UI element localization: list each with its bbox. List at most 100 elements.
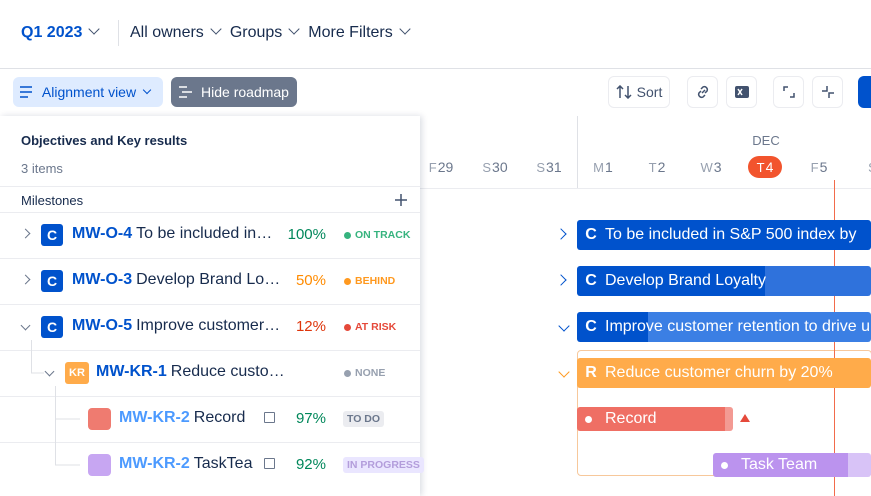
type-badge: C: [41, 316, 63, 338]
okr-title: TaskTea: [193, 455, 253, 472]
okr-title: Develop Brand Lo…: [136, 271, 281, 288]
sort-button[interactable]: Sort: [608, 76, 670, 108]
bar-badge: C: [585, 272, 597, 289]
weekday: S: [482, 160, 492, 175]
weekday: S: [536, 160, 546, 175]
label: Sort: [636, 84, 663, 100]
date: 2: [657, 159, 666, 175]
filter-label: Groups: [229, 24, 283, 41]
roadmap-bar[interactable]: C Develop Brand Loyalty: [577, 266, 871, 296]
okr-row[interactable]: C MW-O-3 Develop Brand Lo… 50% BEHIND: [0, 258, 420, 304]
filter[interactable]: More Filters: [308, 23, 411, 42]
open-link[interactable]: [264, 458, 275, 469]
chevron: [210, 23, 222, 35]
icon: [782, 86, 795, 98]
progress: 92%: [295, 456, 326, 473]
day: T4: [748, 156, 782, 178]
status: NONE: [355, 367, 386, 379]
okr-text: MW-O-5 Improve customer…: [72, 317, 280, 335]
bar-label: To be included in S&P 500 index by: [605, 226, 857, 243]
divider: [118, 20, 119, 46]
okr-key: MW-KR-2: [119, 455, 190, 472]
progress: 12%: [295, 318, 326, 335]
divider: [0, 186, 420, 187]
chevron: [142, 85, 152, 95]
progress: 50%: [295, 272, 326, 289]
export-button[interactable]: [726, 76, 757, 108]
icon: [734, 86, 749, 98]
roadmap-bar[interactable]: R Reduce customer churn by 20%: [577, 358, 871, 388]
okr-row[interactable]: C MW-O-4 To be included in… 100% ON TRACK: [0, 212, 420, 258]
task-icon: [88, 408, 111, 430]
status-dot: [344, 278, 351, 285]
panel-title: Objectives and Key results: [21, 133, 188, 148]
type-badge: C: [41, 224, 63, 246]
weekday: F: [428, 160, 437, 175]
expand-chevron: [20, 228, 31, 239]
item-count: 3 items: [21, 161, 63, 176]
status: ON TRACK: [355, 229, 411, 241]
objectives-panel: [0, 116, 420, 496]
row-chevron: [558, 320, 570, 332]
alignment-view-button[interactable]: Alignment view: [13, 77, 163, 107]
date: 5: [819, 159, 828, 175]
weekday: M: [593, 160, 605, 175]
weekday: W: [700, 160, 713, 175]
milestones-label: Milestones: [21, 193, 84, 208]
timeline-header: [420, 116, 871, 189]
chevron: [88, 23, 101, 35]
day: W3: [691, 160, 731, 175]
okr-title: To be included in…: [136, 225, 273, 242]
bar-label: Develop Brand Loyalty: [605, 272, 766, 289]
filter[interactable]: All owners: [130, 23, 222, 42]
filter[interactable]: Groups: [229, 23, 300, 42]
day: S: [853, 160, 871, 175]
okr-title: Reduce custo…: [170, 363, 285, 380]
period: Q1 2023: [21, 24, 83, 41]
status-tag: IN PROGRESS: [343, 457, 424, 473]
bar-label: Task Team: [741, 456, 818, 473]
okr-row[interactable]: MW-KR-2 Record 97% TO DO: [0, 396, 420, 442]
icon: [616, 85, 632, 99]
roadmap-bar[interactable]: C Improve customer retention to drive u: [577, 312, 871, 342]
bar-label: Reduce customer churn by 20%: [605, 364, 833, 381]
bar-label: Improve customer retention to drive u: [605, 318, 871, 335]
icon: [697, 85, 708, 99]
primary-button[interactable]: [858, 76, 871, 108]
status-dot: [344, 324, 351, 331]
bar-icon: [721, 461, 728, 469]
day: M1: [583, 160, 623, 175]
roadmap-bar[interactable]: C To be included in S&P 500 index by: [577, 220, 871, 250]
okr-key: MW-KR-1: [96, 363, 167, 380]
collapse-button[interactable]: [812, 76, 843, 108]
link-button[interactable]: [687, 76, 718, 108]
roadmap-bar[interactable]: Record: [577, 407, 733, 431]
label: Hide roadmap: [201, 84, 289, 100]
okr-text: MW-KR-2 TaskTea: [119, 455, 252, 473]
okr-row[interactable]: KR MW-KR-1 Reduce custo… NONE: [0, 350, 420, 396]
day: S31: [529, 160, 569, 175]
day: T2: [637, 160, 677, 175]
date: 1: [605, 159, 613, 175]
okr-row[interactable]: MW-KR-2 TaskTea 92% IN PROGRESS: [0, 442, 424, 488]
top-toolbar: [0, 0, 871, 69]
label: Alignment view: [41, 84, 137, 100]
month-divider: [577, 116, 578, 188]
okr-key: MW-O-3: [72, 271, 133, 288]
okr-row[interactable]: C MW-O-5 Improve customer… 12% AT RISK: [0, 304, 420, 350]
hide-roadmap-button[interactable]: Hide roadmap: [171, 77, 297, 107]
period-picker[interactable]: Q1 2023: [21, 23, 104, 42]
expand-button[interactable]: [773, 76, 804, 108]
add-milestone[interactable]: [394, 193, 408, 207]
type-badge: C: [41, 270, 63, 292]
okr-key: MW-O-4: [72, 225, 133, 242]
roadmap-bar[interactable]: Task Team: [713, 453, 871, 477]
row-chevron: [558, 366, 570, 378]
day: F5: [799, 160, 839, 175]
bar-badge: R: [585, 364, 597, 381]
okr-text: MW-KR-2 Record: [119, 409, 245, 427]
date: 29: [437, 159, 454, 175]
open-link[interactable]: [264, 412, 275, 423]
progress: 100%: [287, 226, 326, 243]
